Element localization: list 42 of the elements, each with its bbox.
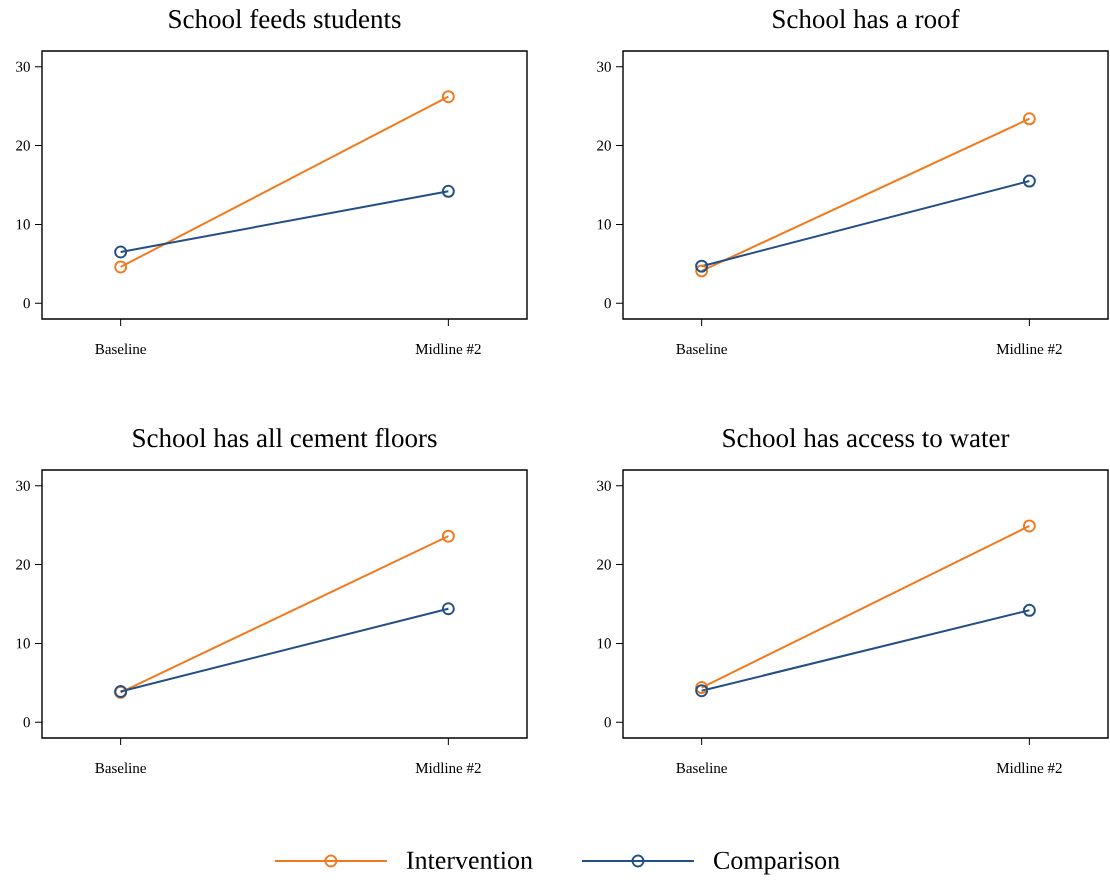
x-tick-label: Midline #2 — [415, 343, 481, 355]
point — [441, 602, 455, 616]
x-tick-label: Baseline — [676, 343, 727, 355]
point — [114, 260, 128, 274]
x-tick-label: Baseline — [676, 762, 727, 774]
y-tick-label: 20 — [597, 559, 611, 570]
point — [441, 529, 455, 543]
legend-label: Comparison — [714, 851, 840, 875]
y-tick-label: 30 — [16, 480, 30, 491]
y-tick-label: 10 — [16, 219, 30, 230]
x-tick-label: Midline #2 — [996, 762, 1062, 774]
y-tick-label: 0 — [23, 298, 30, 309]
y-tick-label: 20 — [16, 140, 30, 151]
y-tick-label: 0 — [23, 717, 30, 728]
y-tick-label: 10 — [597, 219, 611, 230]
y-tick-label: 20 — [16, 559, 30, 570]
point — [695, 259, 709, 273]
x-tick-label: Baseline — [95, 762, 146, 774]
point — [441, 90, 455, 104]
chart-title: School has a roof — [773, 8, 960, 29]
point — [1022, 519, 1036, 533]
point — [1022, 174, 1036, 188]
point — [441, 184, 455, 198]
y-tick-label: 10 — [16, 638, 30, 649]
y-tick-label: 10 — [597, 638, 611, 649]
point — [1022, 112, 1036, 126]
y-tick-label: 30 — [597, 61, 611, 72]
chart-title: School has all cement floors — [133, 427, 437, 448]
y-tick-label: 20 — [597, 140, 611, 151]
y-tick-label: 30 — [597, 480, 611, 491]
point — [695, 264, 709, 278]
x-tick-label: Midline #2 — [415, 762, 481, 774]
y-tick-label: 30 — [16, 61, 30, 72]
legend-label: Intervention — [406, 851, 533, 870]
point — [1022, 603, 1036, 617]
point — [114, 245, 128, 259]
chart-title: School feeds students — [169, 8, 401, 29]
chart-title: School has access to water — [723, 428, 1010, 448]
x-tick-label: Baseline — [95, 343, 146, 355]
y-tick-label: 0 — [604, 717, 611, 728]
y-tick-label: 0 — [604, 298, 611, 309]
x-tick-label: Midline #2 — [996, 343, 1062, 355]
